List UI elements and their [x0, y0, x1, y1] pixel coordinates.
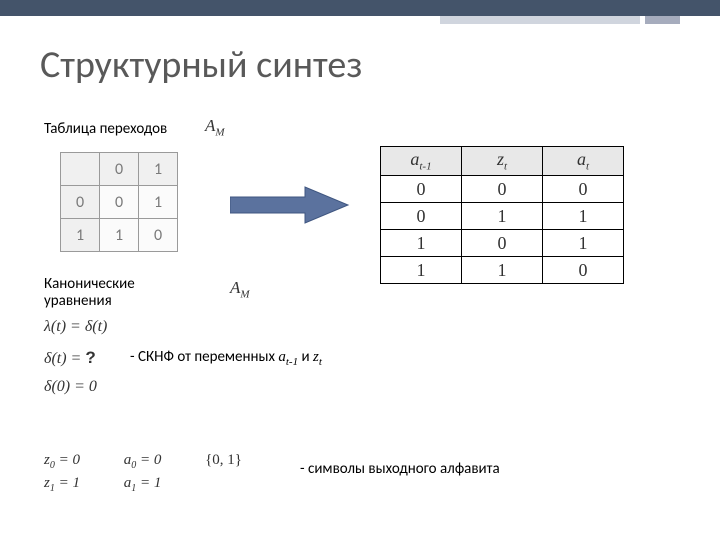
cell: 1: [462, 203, 543, 230]
var-a: at-1: [278, 349, 298, 365]
cell: 0: [543, 257, 624, 284]
cell: 1: [100, 219, 139, 252]
cell: 0: [381, 176, 462, 203]
transition-table: 0 1 0 0 1 1 1 0: [60, 152, 178, 252]
col-header: at-1: [381, 147, 462, 176]
a1: a1 = 1: [124, 473, 162, 496]
am-symbol-1: AM: [205, 116, 225, 138]
cell: 0: [100, 153, 139, 186]
cell: 0: [139, 219, 178, 252]
sknf-and: и: [298, 348, 313, 366]
cell: 1: [381, 257, 462, 284]
col-header: zt: [462, 147, 543, 176]
question-mark: ?: [85, 348, 101, 367]
truth-table: at-1 zt at 0 0 0 0 1 1 1 0 1 1 1 0: [380, 146, 624, 284]
a0: a0 = 0: [124, 450, 162, 473]
equation-1: λ(t) = δ(t): [44, 318, 107, 336]
cell: 0: [100, 186, 139, 219]
cell: 1: [543, 203, 624, 230]
cell: 1: [543, 230, 624, 257]
cell: 0: [462, 230, 543, 257]
z-col: z0 = 0 z1 = 1: [44, 450, 80, 496]
cell: 1: [139, 186, 178, 219]
z0: z0 = 0: [44, 450, 80, 473]
var-z: zt: [313, 349, 322, 365]
cell: [61, 153, 100, 186]
cell: 0: [543, 176, 624, 203]
cell: 1: [462, 257, 543, 284]
top-bar: [0, 0, 720, 16]
page-title: Структурный синтез: [40, 42, 362, 88]
cell: 1: [381, 230, 462, 257]
cell: 1: [61, 219, 100, 252]
cell: 0: [61, 186, 100, 219]
cell: 0: [462, 176, 543, 203]
top-bar-accent-2: [645, 16, 680, 24]
col-header: at: [543, 147, 624, 176]
set-col: {0, 1}: [205, 450, 242, 471]
output-alphabet-note: - символы выходного алфавита: [300, 460, 500, 478]
sknf-note: - СКНФ от переменных at-1 и zt: [130, 348, 322, 368]
am-symbol-2: AM: [230, 278, 250, 300]
bottom-defs: z0 = 0 z1 = 1 a0 = 0 a1 = 1 {0, 1}: [44, 450, 282, 496]
canonical-caption: Каноническиеуравнения: [44, 276, 135, 309]
top-bar-accent: [440, 16, 640, 24]
z1: z1 = 1: [44, 473, 80, 496]
cell: 1: [139, 153, 178, 186]
equation-3: δ(0) = 0: [44, 378, 97, 396]
a-col: a0 = 0 a1 = 1: [124, 450, 162, 496]
sknf-pre: - СКНФ от переменных: [130, 348, 278, 366]
cell: 0: [381, 203, 462, 230]
transition-table-caption: Таблица переходов: [44, 120, 167, 138]
alphabet-set: {0, 1}: [205, 450, 242, 471]
eq2-lhs: δ(t) =: [44, 350, 81, 367]
arrow-icon: [230, 185, 350, 225]
equation-2: δ(t) = ?: [44, 348, 102, 368]
